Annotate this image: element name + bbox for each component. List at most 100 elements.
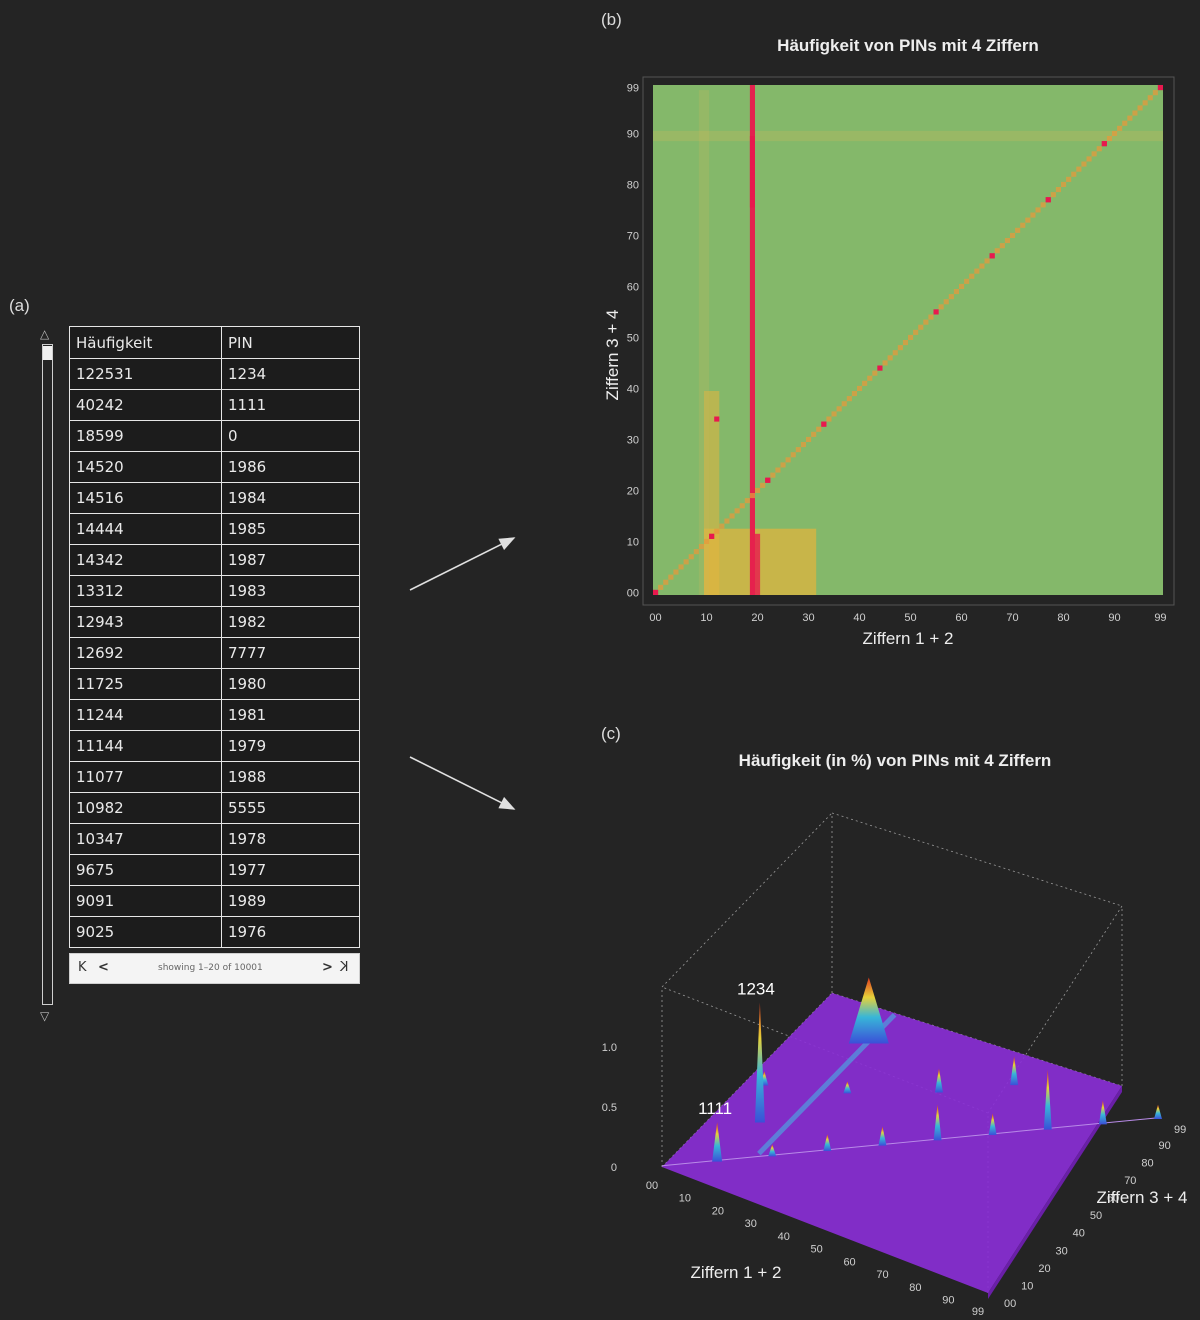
surface-xlabel: Ziffern 1 + 2: [691, 1263, 782, 1282]
surface-x-tick: 60: [843, 1256, 855, 1268]
scroll-up-icon[interactable]: △: [40, 327, 50, 341]
heatmap-y-tick: 80: [627, 179, 639, 191]
table-row[interactable]: 10982 5555: [69, 792, 360, 824]
table-row[interactable]: 40242 1111: [69, 389, 360, 421]
surface-x-tick: 30: [745, 1218, 757, 1230]
cell-pin: 1977: [221, 854, 360, 886]
table-row[interactable]: 11144 1979: [69, 730, 360, 762]
box-edge: [831, 812, 1123, 907]
box-edge: [661, 986, 989, 1114]
heatmap-diagonal-cell: [1112, 130, 1118, 136]
table-row[interactable]: 14342 1987: [69, 544, 360, 576]
heatmap-diagonal-cell: [1086, 156, 1092, 162]
heatmap-diagonal-cell: [1025, 217, 1031, 223]
surface-peak-1111: [712, 1122, 723, 1162]
heatmap-diagonal-cell: [724, 518, 730, 524]
table-row[interactable]: 122531 1234: [69, 358, 360, 390]
heatmap-diagonal-cell: [826, 416, 832, 422]
table-row[interactable]: 14520 1986: [69, 451, 360, 483]
surface-diagonal: [661, 1117, 1159, 1167]
heatmap-cells: [653, 85, 1163, 595]
prev-page-icon[interactable]: <: [98, 960, 109, 975]
surface-x-tick: 40: [778, 1231, 790, 1243]
surface-title: Häufigkeit (in %) von PINs mit 4 Ziffern: [739, 751, 1052, 770]
surface-spike: [823, 1134, 832, 1151]
heatmap-diagonal-cell: [785, 457, 791, 463]
table-row[interactable]: 18599 0: [69, 420, 360, 452]
surface-spike: [1043, 1069, 1052, 1130]
scrollbar-track[interactable]: [42, 344, 53, 1005]
heatmap-diagonal-cell: [862, 380, 868, 386]
heatmap-diagonal-cell: [953, 289, 959, 295]
cell-frequency: 9675: [69, 854, 222, 886]
next-page-icon[interactable]: >: [322, 960, 333, 975]
table-row[interactable]: 14444 1985: [69, 513, 360, 545]
cell-frequency: 13312: [69, 575, 222, 607]
table-row[interactable]: 12692 7777: [69, 637, 360, 669]
heatmap-diagonal-cell: [851, 391, 857, 397]
surface-spike: [843, 1081, 852, 1094]
scroll-down-icon[interactable]: ▽: [40, 1009, 50, 1023]
surface-19xx-peak: [848, 977, 889, 1044]
table-row[interactable]: 12943 1982: [69, 606, 360, 638]
heatmap-diagonal-cell: [693, 549, 699, 555]
cell-pin: 1982: [221, 606, 360, 638]
heatmap-diagonal-cell: [816, 426, 822, 432]
cell-pin: 5555: [221, 792, 360, 824]
heatmap-diagonal-cell: [969, 273, 975, 279]
surface-plane: [661, 993, 1159, 1299]
table-row[interactable]: 9025 1976: [69, 916, 360, 948]
surface-x-tick: 99: [972, 1306, 984, 1318]
table-row[interactable]: 14516 1984: [69, 482, 360, 514]
heatmap-x-tick: 50: [904, 612, 916, 624]
surface-spike: [988, 1113, 997, 1135]
heatmap-hot-point: [749, 151, 755, 157]
heatmap-diagonal-cell: [923, 319, 929, 325]
heatmap-diagonal-cell: [1117, 125, 1123, 131]
heatmap-hot-point: [749, 181, 755, 187]
surface-floor: [662, 993, 1122, 1293]
table-row[interactable]: 9675 1977: [69, 854, 360, 886]
heatmap-hot-point: [1157, 85, 1163, 91]
column-header-frequency[interactable]: Häufigkeit: [69, 326, 222, 359]
heatmap-diagonal-cell: [1142, 100, 1148, 106]
heatmap-hot-point: [749, 192, 755, 198]
cell-pin: 1111: [221, 389, 360, 421]
first-page-icon[interactable]: K: [78, 960, 87, 975]
cell-frequency: 11725: [69, 668, 222, 700]
heatmap-diagonal-cell: [943, 299, 949, 305]
heatmap-diagonal-cell: [897, 345, 903, 351]
surface-x-tick: 10: [679, 1193, 691, 1205]
heatmap-hot-point: [749, 136, 755, 142]
table-header-row: Häufigkeit PIN: [69, 326, 360, 359]
heatmap-hot-point: [1101, 141, 1107, 147]
cell-frequency: 9091: [69, 885, 222, 917]
scrollbar-thumb[interactable]: [43, 346, 52, 360]
heatmap-diagonal-cell: [1122, 120, 1128, 126]
cell-pin: 1986: [221, 451, 360, 483]
last-page-icon[interactable]: K: [340, 960, 349, 975]
surface-x-tick: 20: [712, 1205, 724, 1217]
heatmap-diagonal-cell: [673, 569, 679, 575]
panel-label-c: (c): [601, 724, 621, 743]
cell-frequency: 14444: [69, 513, 222, 545]
surface-y-tick: 30: [1056, 1245, 1068, 1257]
table-row[interactable]: 11077 1988: [69, 761, 360, 793]
cell-frequency: 9025: [69, 916, 222, 948]
surface-peak-label: 1234: [737, 980, 775, 999]
table-row[interactable]: 11725 1980: [69, 668, 360, 700]
surface-z-tick: 1.0: [602, 1042, 617, 1054]
surface-y-tick: 80: [1141, 1157, 1153, 1169]
heatmap-hot-point: [933, 309, 939, 315]
table-row[interactable]: 9091 1989: [69, 885, 360, 917]
heatmap-diagonal-cell: [836, 406, 842, 412]
heatmap-diagonal-cell: [1066, 176, 1072, 182]
table-row[interactable]: 10347 1978: [69, 823, 360, 855]
surface-spike: [768, 1144, 777, 1157]
table-row[interactable]: 11244 1981: [69, 699, 360, 731]
table-row[interactable]: 13312 1983: [69, 575, 360, 607]
column-header-pin[interactable]: PIN: [221, 326, 360, 359]
heatmap-diagonal-cell: [1050, 192, 1056, 198]
arrow-to-heatmap: [409, 537, 516, 591]
surface-x-tick: 00: [646, 1180, 658, 1192]
